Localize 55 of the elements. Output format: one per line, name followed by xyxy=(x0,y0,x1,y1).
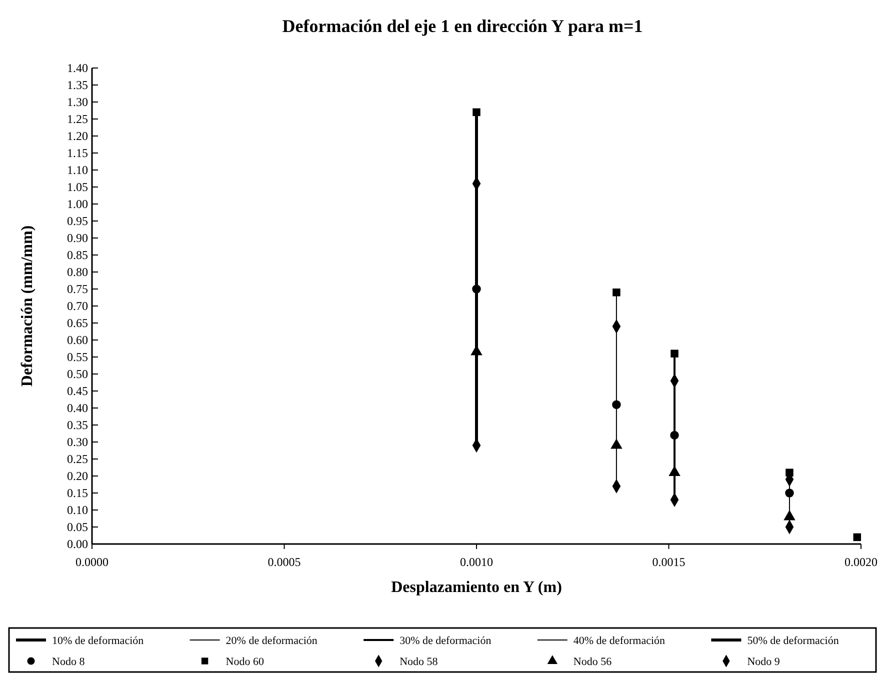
y-axis-title: Deformación (mm/mm) xyxy=(19,225,36,387)
y-tick-label: 0.35 xyxy=(67,418,88,432)
legend-label: 50% de deformación xyxy=(747,635,840,647)
y-tick-label: 1.25 xyxy=(67,112,88,126)
y-tick-label: 1.05 xyxy=(67,180,88,194)
legend-label: 10% de deformación xyxy=(52,635,144,647)
point xyxy=(670,430,679,440)
y-tick-label: 1.20 xyxy=(67,129,88,143)
y-tick-label: 1.15 xyxy=(67,146,88,160)
y-tick-label: 0.95 xyxy=(67,214,88,228)
point xyxy=(472,284,481,294)
y-tick-label: 0.00 xyxy=(67,537,88,551)
point xyxy=(612,400,621,409)
y-tick-label: 0.40 xyxy=(67,401,88,415)
y-tick-label: 0.20 xyxy=(67,469,88,483)
point xyxy=(612,288,620,296)
point xyxy=(853,533,862,542)
y-tick-label: 1.30 xyxy=(67,95,88,109)
point xyxy=(472,108,480,116)
legend-label: 20% de deformación xyxy=(226,635,318,647)
y-tick-label: 0.30 xyxy=(67,435,88,449)
point xyxy=(670,350,678,358)
legend-label: Nodo 8 xyxy=(52,656,86,668)
y-tick-label: 0.60 xyxy=(67,333,88,347)
y-tick-label: 0.05 xyxy=(67,520,88,534)
x-tick-label: 0.0005 xyxy=(268,555,301,569)
legend-label: Nodo 56 xyxy=(573,656,612,668)
y-tick-label: 0.75 xyxy=(67,282,88,296)
chart-title: Deformación del eje 1 en dirección Y para m=1 xyxy=(282,16,643,36)
legend-label: Nodo 9 xyxy=(747,656,780,668)
y-tick-label: 0.50 xyxy=(67,367,88,381)
x-tick-label: 0.0020 xyxy=(844,555,878,569)
legend-label: Nodo 60 xyxy=(226,656,264,668)
legend-label: 30% de deformación xyxy=(400,635,492,647)
y-tick-label: 0.55 xyxy=(67,350,88,364)
y-tick-label: 1.35 xyxy=(67,78,88,92)
y-tick-label: 0.70 xyxy=(67,299,88,313)
y-tick-label: 1.00 xyxy=(67,197,88,211)
y-tick-label: 1.10 xyxy=(67,163,88,177)
x-tick-label: 0.0015 xyxy=(652,555,686,569)
y-tick-label: 1.40 xyxy=(67,61,88,75)
y-tick-label: 0.25 xyxy=(67,452,88,466)
y-tick-label: 0.90 xyxy=(67,231,88,245)
legend-label: Nodo 58 xyxy=(400,656,438,668)
y-tick-label: 0.85 xyxy=(67,248,88,262)
point xyxy=(785,488,794,498)
x-axis-title: Desplazamiento en Y (m) xyxy=(391,579,562,596)
y-tick-label: 0.80 xyxy=(67,265,88,279)
y-tick-label: 0.45 xyxy=(67,384,88,398)
y-tick-label: 0.10 xyxy=(67,503,88,517)
y-tick-label: 0.65 xyxy=(67,316,88,330)
y-tick-label: 0.15 xyxy=(67,486,88,500)
legend-label: 40% de deformación xyxy=(573,635,666,647)
x-tick-label: 0.0010 xyxy=(460,555,493,569)
x-tick-label: 0.0000 xyxy=(76,555,108,569)
